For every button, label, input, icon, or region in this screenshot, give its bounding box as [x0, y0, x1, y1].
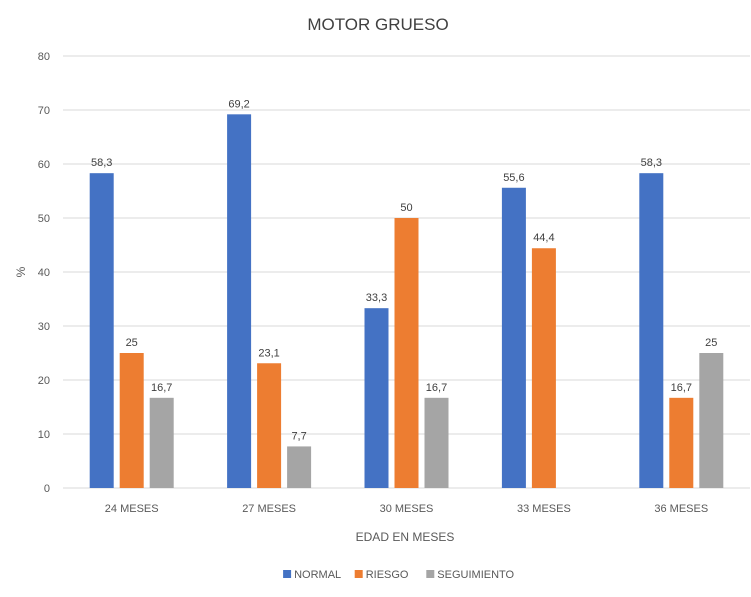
x-tick-label: 27 MESES	[242, 503, 296, 515]
y-tick-label: 60	[38, 159, 50, 171]
bar-normal	[364, 308, 389, 488]
y-tick-label: 80	[38, 51, 50, 63]
data-labels: 58,3 25 16,7 69,2 23,1 7,7 33,3 50 16,7 55,6 44,4 5…	[91, 98, 717, 442]
data-label: 23,1	[258, 347, 279, 359]
y-tick-label: 30	[38, 321, 50, 333]
bar-normal	[639, 173, 664, 488]
x-tick-label: 36 MESES	[654, 503, 708, 515]
data-label: 25	[705, 337, 717, 349]
legend-swatch-normal	[283, 570, 292, 578]
bar-riesgo	[394, 218, 419, 488]
bar-normal	[227, 114, 252, 488]
data-label: 69,2	[228, 98, 249, 110]
bars	[89, 114, 724, 488]
x-tick-label: 33 MESES	[517, 503, 571, 515]
x-tick-labels: 24 MESES 27 MESES 30 MESES 33 MESES 36 MESES	[105, 503, 708, 515]
bar-normal	[89, 173, 114, 488]
y-tick-labels: 0 10 20 30 40 50 60 70 80	[38, 51, 50, 495]
data-label: 55,6	[503, 172, 524, 184]
chart-title: MOTOR GRUESO	[307, 15, 448, 34]
legend-label: NORMAL	[294, 569, 341, 581]
x-tick-label: 24 MESES	[105, 503, 159, 515]
y-axis-label: %	[14, 266, 28, 277]
data-label: 7,7	[291, 430, 306, 442]
data-label: 44,4	[533, 232, 554, 244]
bar-seguimiento	[149, 397, 174, 488]
y-tick-label: 10	[38, 429, 50, 441]
bar-seguimiento	[424, 397, 449, 488]
legend: NORMAL RIESGO SEGUIMIENTO	[283, 569, 515, 581]
bar-seguimiento	[287, 446, 312, 488]
data-label: 16,7	[671, 382, 692, 394]
data-label: 33,3	[366, 292, 387, 304]
legend-label: RIESGO	[366, 569, 409, 581]
bar-riesgo	[257, 363, 282, 488]
bar-seguimiento	[699, 353, 724, 488]
data-label: 16,7	[426, 382, 447, 394]
y-tick-label: 20	[38, 375, 50, 387]
y-tick-label: 70	[38, 105, 50, 117]
x-tick-label: 30 MESES	[380, 503, 434, 515]
x-axis-label: EDAD EN MESES	[356, 530, 455, 544]
bar-riesgo	[669, 397, 694, 488]
legend-swatch-riesgo	[354, 570, 363, 578]
y-tick-label: 50	[38, 213, 50, 225]
bar-riesgo	[119, 353, 144, 488]
data-label: 58,3	[641, 157, 662, 169]
data-label: 16,7	[151, 382, 172, 394]
legend-label: SEGUIMIENTO	[437, 569, 514, 581]
y-tick-label: 40	[38, 267, 50, 279]
data-label: 25	[126, 337, 138, 349]
data-label: 58,3	[91, 157, 112, 169]
bar-normal	[501, 187, 526, 488]
bar-riesgo	[531, 248, 556, 488]
legend-swatch-seguimiento	[426, 570, 435, 578]
data-label: 50	[400, 202, 412, 214]
y-tick-label: 0	[44, 483, 50, 495]
